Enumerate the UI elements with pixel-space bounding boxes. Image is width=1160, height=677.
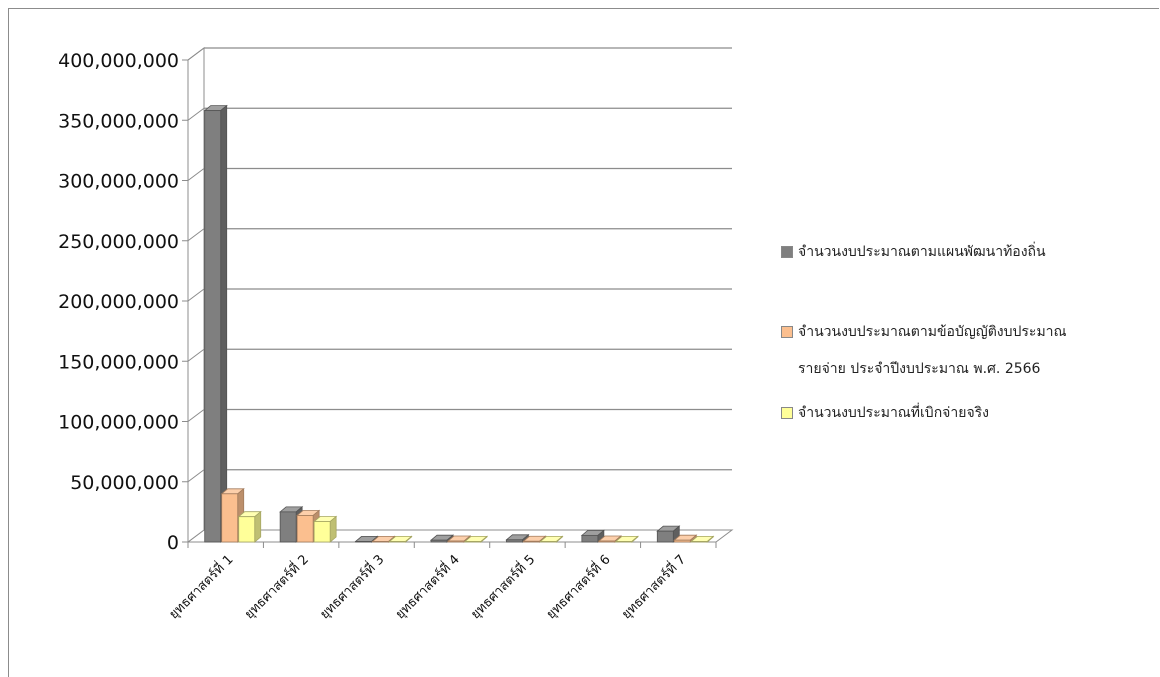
legend-label-budget-line1: จำนวนงบประมาณตามข้อบัญญัติงบประมาณ	[798, 324, 1067, 340]
bar-3-series-3	[388, 535, 413, 543]
gridline-depth	[187, 228, 205, 242]
bar-front	[615, 541, 633, 543]
y-tick-label: 150,000,000	[58, 351, 179, 373]
gridline-depth	[187, 469, 205, 483]
x-tick-label: ยุทธศาสตร์ที่ 3	[316, 551, 387, 622]
bar-front	[673, 539, 691, 543]
x-tick-label: ยุทธศาสตร์ที่ 4	[391, 551, 462, 622]
y-tick-label: 250,000,000	[58, 231, 179, 253]
y-tick-label: 400,000,000	[58, 50, 179, 72]
y-tick-label: 50,000,000	[70, 472, 179, 494]
bar-front	[447, 540, 465, 543]
bar-front	[581, 534, 599, 543]
chart-frame	[8, 8, 1159, 677]
bar-front	[656, 530, 674, 543]
gridline-depth	[187, 47, 205, 61]
bar-front	[221, 493, 239, 543]
bar-2-series-3	[313, 515, 338, 543]
bar-front	[296, 515, 314, 543]
bar-side	[254, 510, 262, 543]
gridline-depth	[187, 107, 205, 121]
bar-front	[523, 540, 540, 543]
x-tick-label: ยุทธศาสตร์ที่ 5	[467, 551, 538, 622]
x-tick-label: ยุทธศาสตร์ที่ 2	[241, 551, 312, 622]
y-tick-label: 350,000,000	[58, 110, 179, 132]
legend-label-actual: จำนวนงบประมาณที่เบิกจ่ายจริง	[798, 405, 989, 421]
legend-swatch-actual	[781, 407, 793, 419]
bar-side	[220, 104, 228, 543]
y-tick-label: 0	[167, 532, 179, 554]
bar-front	[464, 541, 482, 543]
bar-6-series-3	[614, 535, 639, 543]
bar-front	[355, 541, 372, 543]
bar-front	[506, 539, 523, 543]
y-tick-label: 300,000,000	[58, 171, 179, 193]
bar-1-series-3	[237, 510, 262, 543]
legend-swatch-budget	[781, 326, 793, 338]
gridline-depth	[187, 168, 205, 181]
x-axis-ticks: ยุทธศาสตร์ที่ 1 ยุทธศาสตร์ที่ 2 ยุทธศาสตร์…	[165, 542, 717, 622]
bar-front	[204, 110, 222, 543]
legend-swatch-plan	[781, 246, 793, 258]
bar-front	[430, 539, 448, 543]
bars	[203, 104, 715, 543]
bar-5-series-3	[539, 535, 564, 543]
x-tick-label: ยุทธศาสตร์ที่ 7	[618, 551, 689, 622]
gridline-depth	[187, 348, 205, 362]
y-axis-ticks: 0 50,000,000 100,000,000 150,000,000 200,000…	[58, 50, 189, 554]
bar-front	[389, 541, 406, 543]
bar-7-series-3	[690, 535, 715, 543]
legend-label-plan: จำนวนงบประมาณตามแผนพัฒนาท้องถิ่น	[798, 244, 1046, 260]
x-tick-label: ยุทธศาสตร์ที่ 1	[165, 551, 236, 622]
bar-front	[238, 516, 256, 543]
bar-4-series-3	[463, 535, 489, 543]
bar-front	[279, 511, 297, 543]
gridline-depth	[187, 409, 205, 422]
gridlines	[187, 47, 732, 483]
bar-side	[329, 515, 337, 543]
x-tick-label: ยุทธศาสตร์ที่ 6	[542, 551, 613, 622]
bar-1-series-1	[203, 104, 228, 543]
y-tick-label: 100,000,000	[58, 412, 179, 434]
bar-front	[598, 540, 616, 543]
bar-front	[540, 541, 557, 543]
chart-walls	[186, 47, 734, 543]
y-tick-label: 200,000,000	[58, 291, 179, 313]
bar-front	[313, 521, 331, 543]
gridline-depth	[187, 288, 205, 302]
bar-6-series-1	[580, 529, 605, 543]
legend-label-budget-line2: รายจ่าย ประจำปีงบประมาณ พ.ศ. 2566	[798, 361, 1041, 377]
bar-front	[690, 541, 708, 543]
bar-front	[372, 541, 389, 543]
